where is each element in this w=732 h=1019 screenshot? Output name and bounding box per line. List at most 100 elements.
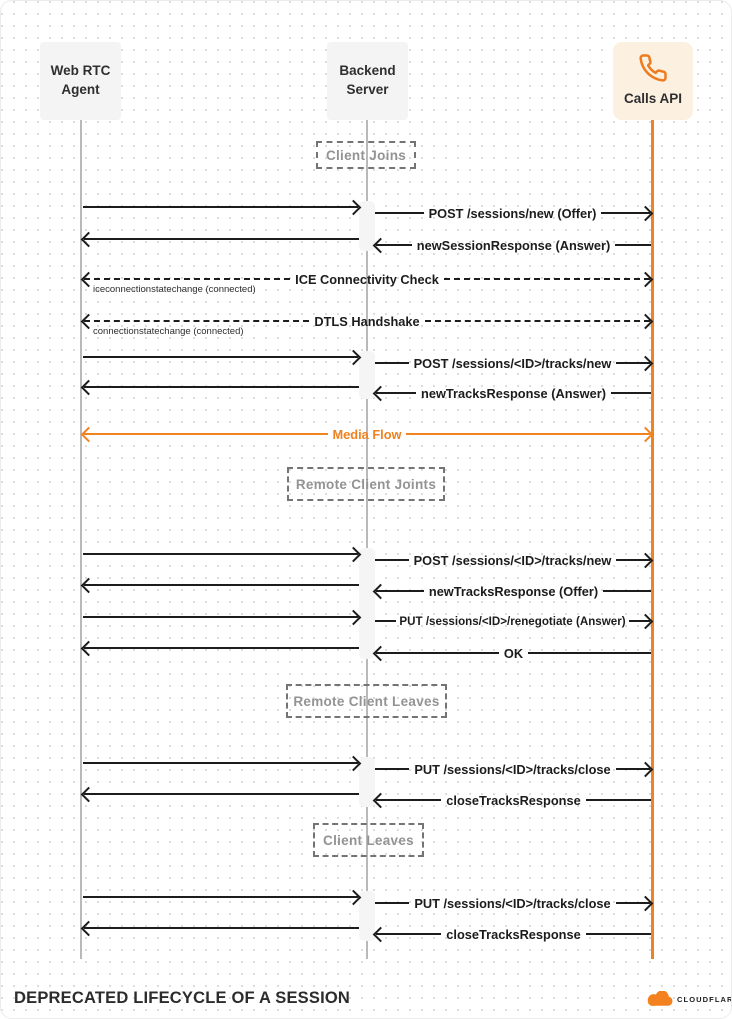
- arrowhead-right-icon: [345, 199, 362, 215]
- arrowhead-right-icon: [345, 349, 362, 365]
- arrow-agent-to-backend: [83, 545, 362, 563]
- activation-bar: [359, 201, 375, 251]
- arrowhead-right-icon: [637, 552, 654, 568]
- arrowhead-right-icon: [637, 895, 654, 911]
- arrowhead-right-icon: [345, 755, 362, 771]
- arrowhead-right-icon: [345, 889, 362, 905]
- message-label: newSessionResponse (Answer): [416, 237, 611, 253]
- message-label: POST /sessions/new (Offer): [428, 205, 597, 221]
- arrow-backend-to-agent: [80, 230, 359, 248]
- phase-client-leaves: Client Leaves: [313, 823, 424, 857]
- arrowhead-left-icon: [372, 237, 389, 253]
- message-label: OK: [503, 645, 524, 661]
- arrow-agent-to-backend: [83, 754, 362, 772]
- message-label: POST /sessions/<ID>/tracks/new: [413, 552, 612, 568]
- arrowhead-right-icon: [637, 271, 654, 287]
- arrowhead-right-icon: [637, 426, 654, 442]
- arrowhead-left-icon: [372, 792, 389, 808]
- arrow-new-session-response: newSessionResponse (Answer): [372, 236, 651, 254]
- message-label: PUT /sessions/<ID>/tracks/close: [414, 895, 611, 911]
- arrow-agent-to-backend: [83, 348, 362, 366]
- actor-label: Server: [346, 82, 389, 97]
- arrowhead-right-icon: [637, 355, 654, 371]
- arrow-ice-connectivity-check: ICE Connectivity Check: [80, 270, 654, 288]
- phase-label: Client Joins: [325, 147, 407, 163]
- arrow-backend-to-agent: [80, 576, 359, 594]
- arrowhead-right-icon: [637, 205, 654, 221]
- arrow-backend-to-agent: [80, 919, 359, 937]
- arrow-put-tracks-close: PUT /sessions/<ID>/tracks/close: [375, 760, 654, 778]
- message-label: POST /sessions/<ID>/tracks/new: [413, 355, 612, 371]
- arrowhead-left-icon: [372, 583, 389, 599]
- phase-remote-client-leaves: Remote Client Leaves: [286, 684, 447, 718]
- arrow-agent-to-backend: [83, 888, 362, 906]
- activation-bar: [359, 757, 375, 807]
- arrowhead-right-icon: [637, 613, 654, 629]
- message-label: Media Flow: [332, 426, 402, 442]
- message-label: closeTracksResponse: [446, 792, 581, 808]
- lifeline-calls-api: [651, 120, 654, 959]
- arrowhead-left-icon: [80, 640, 97, 656]
- arrow-new-tracks-response-offer: newTracksResponse (Offer): [372, 582, 652, 600]
- note-iceconnectionstatechange: iceconnectionstatechange (connected): [93, 284, 256, 295]
- cloudflare-cloud-icon: [645, 990, 674, 1007]
- arrow-close-tracks-response: closeTracksResponse: [372, 791, 652, 809]
- arrowhead-right-icon: [637, 313, 654, 329]
- phase-label: Remote Client Leaves: [293, 693, 440, 709]
- actor-calls-api: Calls API: [613, 42, 693, 120]
- message-label: ICE Connectivity Check: [295, 271, 439, 287]
- actor-backend-server: Backend Server: [327, 42, 408, 120]
- arrowhead-left-icon: [372, 385, 389, 401]
- actor-label: Backend: [339, 63, 396, 79]
- arrowhead-left-icon: [372, 645, 389, 661]
- cloudflare-logo: CLOUDFLARE: [645, 990, 731, 1007]
- arrowhead-left-icon: [80, 379, 97, 395]
- activation-bar: [359, 548, 375, 659]
- phone-icon: [638, 53, 668, 83]
- activation-bar: [359, 351, 375, 399]
- arrowhead-left-icon: [372, 926, 389, 942]
- arrow-post-tracks-new: POST /sessions/<ID>/tracks/new: [375, 354, 654, 372]
- message-label: newTracksResponse (Answer): [421, 385, 606, 401]
- message-label: closeTracksResponse: [446, 926, 581, 942]
- note-connectionstatechange: connectionstatechange (connected): [93, 326, 244, 337]
- arrow-agent-to-backend: [83, 198, 362, 216]
- arrow-backend-to-agent: [80, 378, 359, 396]
- page-title: DEPRECATED LIFECYCLE OF A SESSION: [14, 989, 351, 1007]
- arrowhead-right-icon: [345, 546, 362, 562]
- actor-label: Web RTC: [50, 63, 111, 79]
- phase-client-joins: Client Joins: [316, 141, 416, 169]
- arrow-post-sessions-new: POST /sessions/new (Offer): [375, 204, 654, 222]
- lifeline-backend-server: [366, 120, 368, 959]
- arrowhead-left-icon: [80, 920, 97, 936]
- phase-label: Client Leaves: [323, 832, 414, 848]
- message-label: newTracksResponse (Offer): [428, 583, 599, 599]
- actor-web-rtc-agent: Web RTC Agent: [40, 42, 121, 120]
- arrowhead-left-icon: [80, 786, 97, 802]
- arrow-media-flow: Media Flow: [80, 425, 654, 443]
- arrowhead-right-icon: [345, 609, 362, 625]
- phase-remote-client-joins: Remote Client Joints: [287, 467, 445, 501]
- arrow-post-tracks-new-2: POST /sessions/<ID>/tracks/new: [375, 551, 654, 569]
- phase-label: Remote Client Joints: [295, 476, 437, 492]
- arrowhead-left-icon: [80, 426, 97, 442]
- arrow-backend-to-agent: [80, 639, 359, 657]
- arrowhead-left-icon: [80, 231, 97, 247]
- arrow-ok: OK: [372, 644, 652, 662]
- arrow-put-renegotiate: PUT /sessions/<ID>/renegotiate (Answer): [375, 612, 654, 630]
- arrow-new-tracks-response-answer: newTracksResponse (Answer): [372, 384, 652, 402]
- arrowhead-right-icon: [637, 761, 654, 777]
- actor-label: Agent: [61, 82, 100, 97]
- arrow-close-tracks-response-2: closeTracksResponse: [372, 925, 652, 943]
- activation-bar: [359, 891, 375, 941]
- actor-label: Calls API: [623, 91, 683, 107]
- arrow-agent-to-backend: [83, 608, 362, 626]
- message-label: PUT /sessions/<ID>/tracks/close: [414, 761, 611, 777]
- arrowhead-left-icon: [80, 577, 97, 593]
- message-label: DTLS Handshake: [314, 313, 420, 329]
- lifeline-web-rtc-agent: [80, 120, 82, 959]
- arrow-put-tracks-close-2: PUT /sessions/<ID>/tracks/close: [375, 894, 654, 912]
- cloudflare-wordmark: CLOUDFLARE: [677, 994, 731, 1004]
- message-label: PUT /sessions/<ID>/renegotiate (Answer): [399, 614, 626, 628]
